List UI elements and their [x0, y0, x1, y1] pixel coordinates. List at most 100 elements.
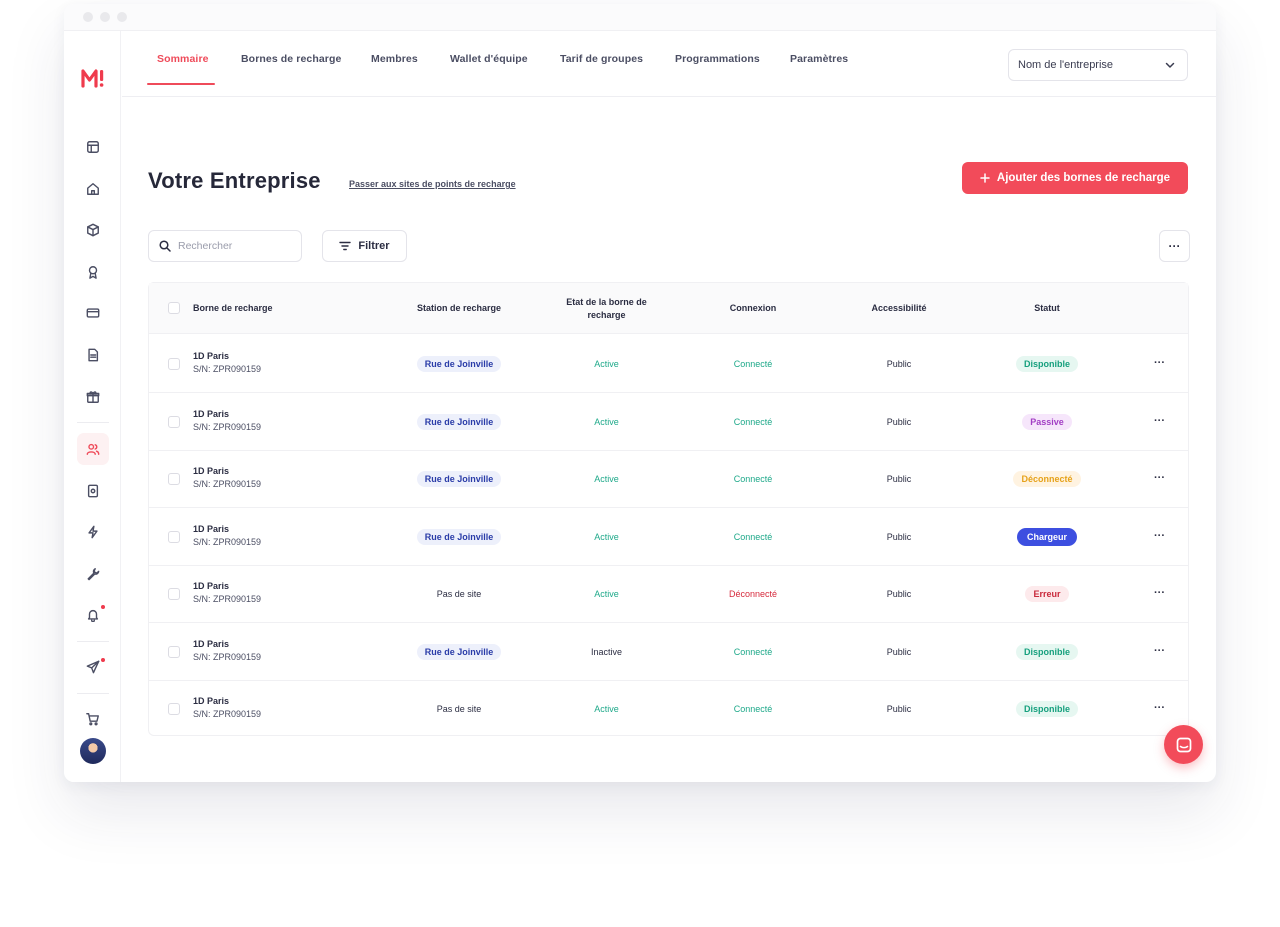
table-header: Borne de recharge Station de recharge Et… — [149, 283, 1188, 334]
station-pill[interactable]: Rue de Joinville — [416, 643, 502, 660]
tab-bornes-de-recharge[interactable]: Bornes de recharge — [241, 53, 342, 65]
charger-name: 1D Paris — [193, 523, 230, 534]
charger-name-cell: 1D Paris S/N: ZPR090159 — [193, 639, 261, 662]
logo-mark — [81, 69, 104, 88]
table-row[interactable]: 1D Paris S/N: ZPR090159 Rue de Joinville Ac… — [149, 450, 1188, 508]
row-more-button[interactable]: ··· — [1154, 702, 1165, 714]
table-row[interactable]: 1D Paris S/N: ZPR090159 Rue de Joinville Ac… — [149, 335, 1188, 393]
window-minimize-dot[interactable] — [100, 12, 110, 22]
user-avatar[interactable] — [80, 738, 106, 764]
chat-button[interactable] — [1164, 725, 1203, 764]
row-checkbox[interactable] — [168, 645, 180, 658]
accessibilite-cell: Public — [886, 646, 912, 657]
search-icon — [159, 240, 171, 252]
switch-to-sites-link[interactable]: Passer aux sites de points de recharge — [349, 179, 516, 189]
box-icon[interactable] — [77, 214, 109, 246]
gift-icon[interactable] — [77, 381, 109, 413]
charger-name-cell: 1D Paris S/N: ZPR090159 — [193, 696, 261, 719]
document-icon[interactable] — [77, 339, 109, 371]
tab-wallet-equipe[interactable]: Wallet d'équipe — [450, 53, 528, 65]
table-row[interactable]: 1D Paris S/N: ZPR090159 Rue de Joinville Ac… — [149, 508, 1188, 566]
col-station[interactable]: Station de recharge — [416, 303, 502, 313]
row-checkbox[interactable] — [168, 703, 180, 715]
add-chargers-button[interactable]: Ajouter des bornes de recharge — [962, 162, 1188, 194]
row-checkbox[interactable] — [168, 473, 180, 485]
table-row[interactable]: 1D Paris S/N: ZPR090159 Pas de site Active C… — [149, 680, 1188, 738]
tab-parametres[interactable]: Paramètres — [790, 53, 849, 65]
search-input[interactable]: Rechercher — [148, 230, 302, 262]
send-icon[interactable] — [77, 651, 109, 683]
select-all-checkbox[interactable] — [168, 302, 180, 314]
plus-icon — [980, 173, 990, 183]
station-text: Pas de site — [436, 704, 482, 714]
statut-cell: Déconnecté — [997, 450, 1097, 508]
award-icon[interactable] — [77, 256, 109, 288]
charger-name: 1D Paris — [193, 408, 230, 419]
status-badge: Disponible — [1015, 356, 1078, 372]
app-logo[interactable] — [80, 65, 106, 91]
accessibilite-cell: Public — [886, 416, 912, 427]
station-pill[interactable]: Rue de Joinville — [416, 528, 502, 545]
sidebar — [64, 31, 121, 782]
charger-name: 1D Paris — [193, 581, 230, 591]
layout-icon[interactable] — [77, 131, 109, 163]
row-more-button[interactable]: ··· — [1154, 414, 1165, 427]
window-maximize-dot[interactable] — [117, 12, 127, 22]
wrench-icon[interactable] — [77, 558, 109, 590]
col-etat[interactable]: Etat de la borne de recharge — [566, 296, 647, 320]
badge-icon[interactable] — [77, 475, 109, 507]
tab-programmations[interactable]: Programmations — [675, 53, 760, 65]
col-connexion[interactable]: Connexion — [729, 303, 777, 313]
charger-serial: S/N: ZPR090159 — [193, 536, 262, 547]
table-row[interactable]: 1D Paris S/N: ZPR090159 Pas de site Active D… — [149, 565, 1188, 623]
station-pill[interactable]: Rue de Joinville — [416, 356, 502, 372]
charger-serial: S/N: ZPR090159 — [193, 421, 262, 432]
row-checkbox[interactable] — [168, 588, 180, 600]
filter-button[interactable]: Filtrer — [322, 230, 407, 262]
row-checkbox[interactable] — [168, 530, 180, 543]
row-more-button[interactable]: ··· — [1154, 529, 1165, 542]
home-icon[interactable] — [77, 173, 109, 205]
row-more-button[interactable]: ··· — [1154, 587, 1165, 599]
charger-name: 1D Paris — [193, 696, 230, 706]
row-more-button[interactable]: ··· — [1154, 472, 1165, 484]
bell-icon[interactable] — [77, 599, 109, 631]
etat-cell: Active — [594, 474, 619, 484]
tab-membres[interactable]: Membres — [371, 53, 418, 65]
more-options-button[interactable]: ··· — [1159, 230, 1190, 262]
cart-icon[interactable] — [77, 703, 109, 735]
row-more-button[interactable]: ··· — [1154, 357, 1165, 369]
tab-tarif-de-groupes[interactable]: Tarif de groupes — [560, 53, 644, 65]
station-cell: Pas de site — [399, 680, 519, 738]
charger-serial: S/N: ZPR090159 — [193, 651, 262, 662]
statut-cell: Chargeur — [997, 508, 1097, 566]
users-icon[interactable] — [77, 433, 109, 465]
station-pill[interactable]: Rue de Joinville — [416, 413, 502, 430]
row-checkbox[interactable] — [168, 358, 180, 370]
window-close-dot[interactable] — [83, 12, 93, 22]
col-accessibilite[interactable]: Accessibilité — [871, 303, 927, 313]
station-text: Pas de site — [436, 589, 482, 599]
company-select[interactable]: Nom de l'entreprise — [1008, 49, 1188, 81]
row-more-button[interactable]: ··· — [1154, 644, 1165, 657]
col-borne[interactable]: Borne de recharge — [193, 303, 273, 313]
etat-cell: Inactive — [590, 646, 623, 657]
row-checkbox[interactable] — [168, 415, 180, 428]
add-chargers-label: Ajouter des bornes de recharge — [996, 172, 1171, 184]
col-statut[interactable]: Statut — [1034, 303, 1060, 313]
table-row[interactable]: 1D Paris S/N: ZPR090159 Rue de Joinville In… — [149, 623, 1188, 681]
statut-cell: Disponible — [997, 623, 1097, 681]
statut-cell: Disponible — [997, 335, 1097, 393]
connexion-cell: Connecté — [733, 416, 773, 427]
charger-serial: S/N: ZPR090159 — [193, 364, 262, 374]
table-row[interactable]: 1D Paris S/N: ZPR090159 Rue de Joinville Ac… — [149, 393, 1188, 451]
bolt-icon[interactable] — [77, 516, 109, 548]
notification-dot — [101, 658, 105, 662]
status-badge: Disponible — [1015, 701, 1078, 717]
chargers-table: Borne de recharge Station de recharge Et… — [148, 282, 1189, 736]
tab-sommaire[interactable]: Sommaire — [157, 53, 209, 65]
station-pill[interactable]: Rue de Joinville — [416, 471, 502, 487]
charger-serial: S/N: ZPR090159 — [193, 479, 262, 489]
connexion-cell: Connecté — [733, 646, 773, 657]
card-icon[interactable] — [77, 297, 109, 329]
